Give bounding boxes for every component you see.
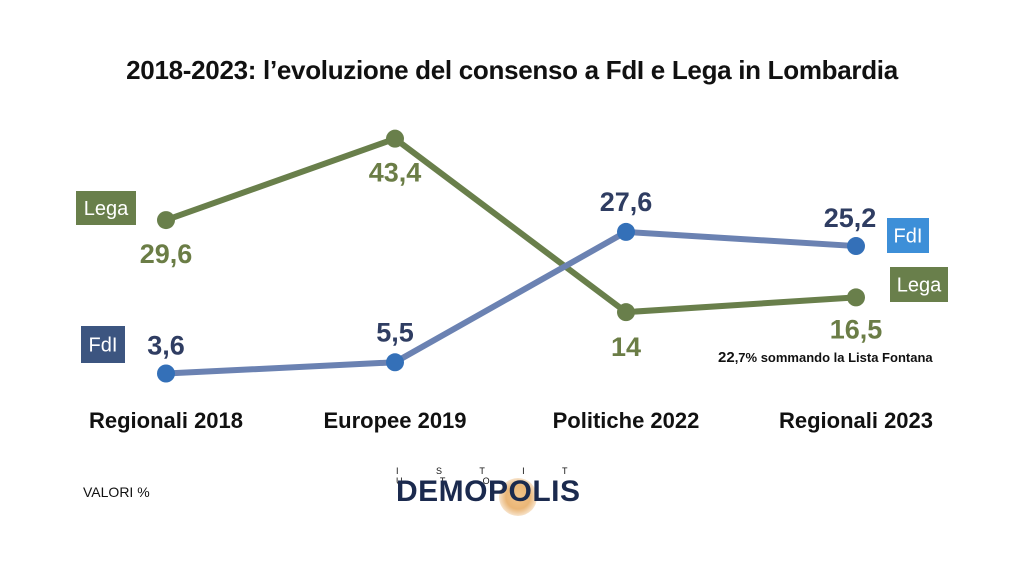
lega-badge-right: Lega — [890, 267, 948, 302]
fdi-value-label: 25,2 — [824, 203, 877, 233]
fdi-point — [847, 237, 865, 256]
x-tick-label: Europee 2019 — [323, 408, 466, 433]
unit-note: VALORI % — [83, 484, 150, 500]
x-tick-label: Regionali 2023 — [779, 408, 933, 433]
lega-value-label: 29,6 — [140, 239, 193, 269]
lega-point — [386, 129, 404, 148]
svg-text:FdI: FdI — [894, 226, 923, 248]
lega-point — [617, 303, 635, 322]
footnote: 22,7% sommando la Lista Fontana — [718, 349, 933, 366]
svg-text:Lega: Lega — [897, 275, 942, 297]
fdi-badge-left: FdI — [81, 326, 125, 363]
fdi-point — [617, 222, 635, 241]
footnote-text: ,7% sommando la Lista Fontana — [734, 350, 933, 365]
logo-sun-icon — [499, 478, 537, 516]
lega-value-label: 43,4 — [369, 158, 422, 188]
footnote-value: 22 — [718, 349, 735, 366]
fdi-badge-right: FdI — [887, 218, 929, 253]
chart-title: 2018-2023: l’evoluzione del consenso a F… — [126, 55, 898, 85]
lega-point — [157, 211, 175, 230]
lega-series-line — [164, 135, 857, 316]
x-tick-label: Politiche 2022 — [553, 408, 700, 433]
fdi-value-label: 27,6 — [600, 187, 653, 217]
lega-value-label: 16,5 — [830, 314, 883, 344]
svg-text:FdI: FdI — [89, 335, 118, 357]
fdi-series-line — [165, 228, 857, 377]
fdi-point — [386, 353, 404, 372]
lega-value-label: 14 — [611, 332, 641, 362]
logo-name: DEMOPOLIS — [396, 475, 581, 508]
x-tick-label: Regionali 2018 — [89, 408, 243, 433]
svg-text:Lega: Lega — [84, 198, 129, 220]
fdi-value-label: 3,6 — [147, 331, 185, 361]
lega-badge-left: Lega — [76, 191, 136, 225]
lega-point — [847, 288, 865, 307]
logo-istituto: I S T I T U T O — [396, 466, 585, 486]
fdi-value-label: 5,5 — [376, 317, 414, 347]
demopolis-logo: I S T I T U T O DEMOPOLIS — [396, 466, 626, 516]
fdi-point — [157, 364, 175, 383]
